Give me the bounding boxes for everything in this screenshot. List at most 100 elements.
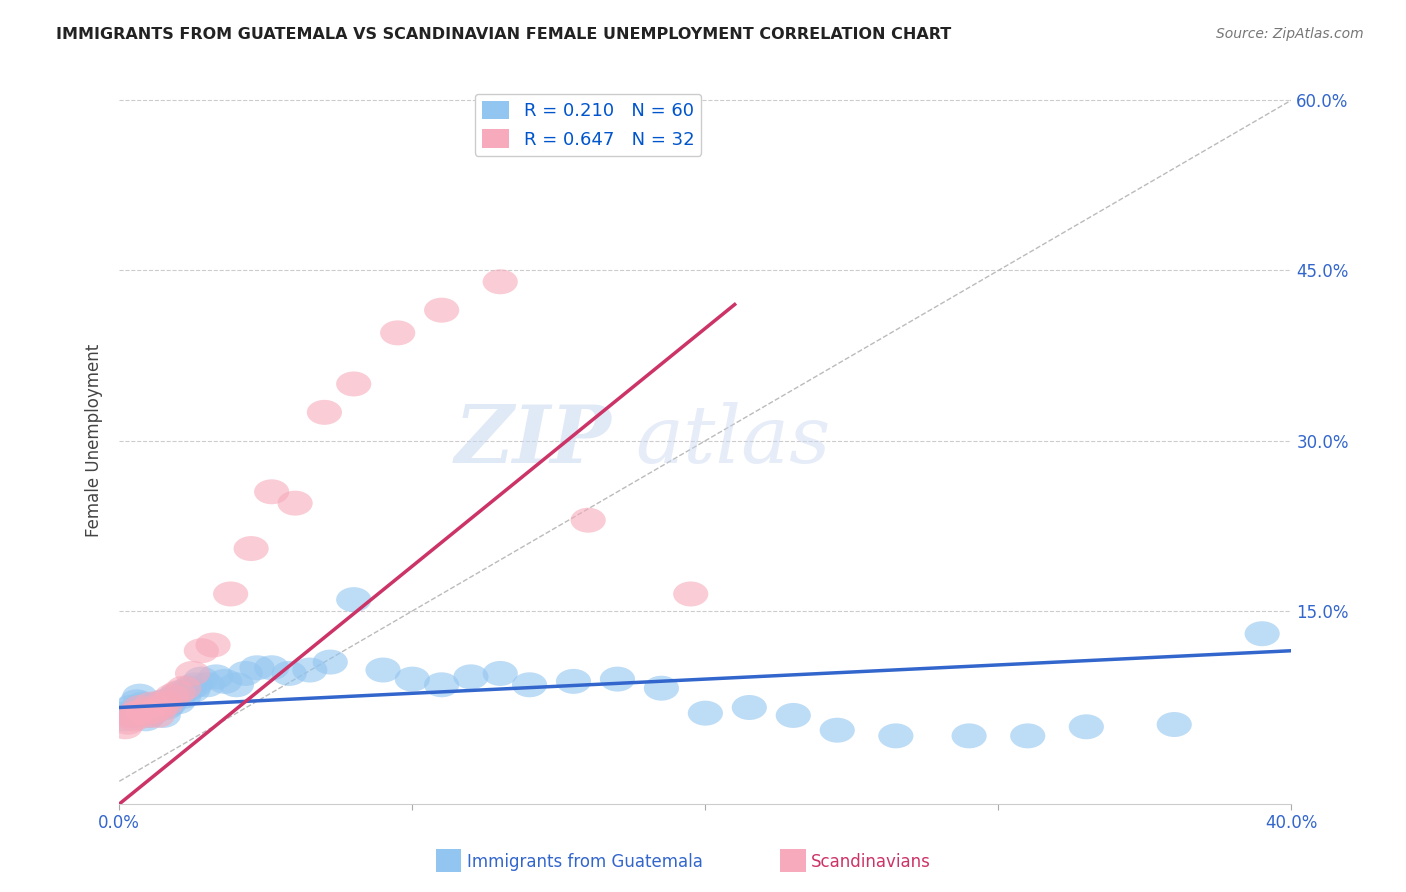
Ellipse shape xyxy=(174,678,209,703)
Ellipse shape xyxy=(122,683,157,708)
Ellipse shape xyxy=(117,703,152,728)
Ellipse shape xyxy=(380,320,415,345)
Ellipse shape xyxy=(271,661,307,686)
Ellipse shape xyxy=(143,695,179,720)
Ellipse shape xyxy=(131,703,166,728)
Ellipse shape xyxy=(198,665,233,690)
Ellipse shape xyxy=(425,673,460,698)
Ellipse shape xyxy=(277,491,312,516)
Ellipse shape xyxy=(1244,621,1279,646)
Ellipse shape xyxy=(172,676,207,701)
Ellipse shape xyxy=(149,695,184,720)
Ellipse shape xyxy=(366,657,401,682)
Ellipse shape xyxy=(1069,714,1104,739)
Ellipse shape xyxy=(120,690,155,714)
Ellipse shape xyxy=(131,703,166,728)
Ellipse shape xyxy=(125,698,160,723)
Ellipse shape xyxy=(139,703,174,728)
Ellipse shape xyxy=(1157,712,1192,737)
Text: Scandinavians: Scandinavians xyxy=(811,853,931,871)
Ellipse shape xyxy=(820,718,855,743)
Ellipse shape xyxy=(482,661,517,686)
Ellipse shape xyxy=(1010,723,1045,748)
Ellipse shape xyxy=(125,691,160,716)
Ellipse shape xyxy=(117,706,152,731)
Ellipse shape xyxy=(160,681,195,706)
Ellipse shape xyxy=(644,676,679,701)
Ellipse shape xyxy=(149,691,184,716)
Ellipse shape xyxy=(122,695,157,720)
Ellipse shape xyxy=(571,508,606,533)
Ellipse shape xyxy=(136,698,172,723)
Ellipse shape xyxy=(163,681,198,706)
Ellipse shape xyxy=(107,714,143,739)
Ellipse shape xyxy=(146,690,181,714)
Ellipse shape xyxy=(107,706,143,731)
Ellipse shape xyxy=(155,683,190,708)
Ellipse shape xyxy=(111,701,146,726)
Text: ZIP: ZIP xyxy=(454,402,612,480)
Ellipse shape xyxy=(128,706,163,731)
Text: Immigrants from Guatemala: Immigrants from Guatemala xyxy=(467,853,703,871)
Ellipse shape xyxy=(160,690,195,714)
Ellipse shape xyxy=(336,371,371,396)
Ellipse shape xyxy=(688,701,723,726)
Ellipse shape xyxy=(673,582,709,607)
Ellipse shape xyxy=(776,703,811,728)
Ellipse shape xyxy=(157,683,193,708)
Legend: R = 0.210   N = 60, R = 0.647   N = 32: R = 0.210 N = 60, R = 0.647 N = 32 xyxy=(475,94,702,156)
Ellipse shape xyxy=(219,673,254,698)
Ellipse shape xyxy=(214,582,249,607)
Ellipse shape xyxy=(952,723,987,748)
Ellipse shape xyxy=(731,695,766,720)
Ellipse shape xyxy=(425,298,460,323)
Text: IMMIGRANTS FROM GUATEMALA VS SCANDINAVIAN FEMALE UNEMPLOYMENT CORRELATION CHART: IMMIGRANTS FROM GUATEMALA VS SCANDINAVIA… xyxy=(56,27,952,42)
Ellipse shape xyxy=(120,698,155,723)
Ellipse shape xyxy=(395,666,430,691)
Ellipse shape xyxy=(239,656,274,681)
Ellipse shape xyxy=(174,661,209,686)
Ellipse shape xyxy=(139,691,174,716)
Ellipse shape xyxy=(195,632,231,657)
Ellipse shape xyxy=(146,703,181,728)
Ellipse shape xyxy=(111,710,146,735)
Ellipse shape xyxy=(122,695,157,720)
Ellipse shape xyxy=(128,701,163,726)
Text: Source: ZipAtlas.com: Source: ZipAtlas.com xyxy=(1216,27,1364,41)
Ellipse shape xyxy=(146,690,181,714)
Text: atlas: atlas xyxy=(636,402,831,480)
Ellipse shape xyxy=(134,691,169,716)
Ellipse shape xyxy=(879,723,914,748)
Ellipse shape xyxy=(125,701,160,726)
Ellipse shape xyxy=(254,479,290,504)
Ellipse shape xyxy=(512,673,547,698)
Ellipse shape xyxy=(228,661,263,686)
Ellipse shape xyxy=(482,269,517,294)
Ellipse shape xyxy=(152,691,187,716)
Ellipse shape xyxy=(136,698,172,723)
Ellipse shape xyxy=(114,695,149,720)
Ellipse shape xyxy=(134,701,169,726)
Ellipse shape xyxy=(336,587,371,612)
Ellipse shape xyxy=(312,649,347,674)
Ellipse shape xyxy=(190,673,225,698)
Ellipse shape xyxy=(600,666,636,691)
Ellipse shape xyxy=(292,657,328,682)
Ellipse shape xyxy=(166,676,201,701)
Ellipse shape xyxy=(179,673,214,698)
Y-axis label: Female Unemployment: Female Unemployment xyxy=(86,344,103,537)
Ellipse shape xyxy=(120,701,155,726)
Ellipse shape xyxy=(233,536,269,561)
Ellipse shape xyxy=(207,669,242,694)
Ellipse shape xyxy=(453,665,488,690)
Ellipse shape xyxy=(131,695,166,720)
Ellipse shape xyxy=(166,683,201,708)
Ellipse shape xyxy=(114,703,149,728)
Ellipse shape xyxy=(307,400,342,425)
Ellipse shape xyxy=(555,669,591,694)
Ellipse shape xyxy=(155,687,190,712)
Ellipse shape xyxy=(254,656,290,681)
Ellipse shape xyxy=(143,695,179,720)
Ellipse shape xyxy=(184,666,219,691)
Ellipse shape xyxy=(184,639,219,664)
